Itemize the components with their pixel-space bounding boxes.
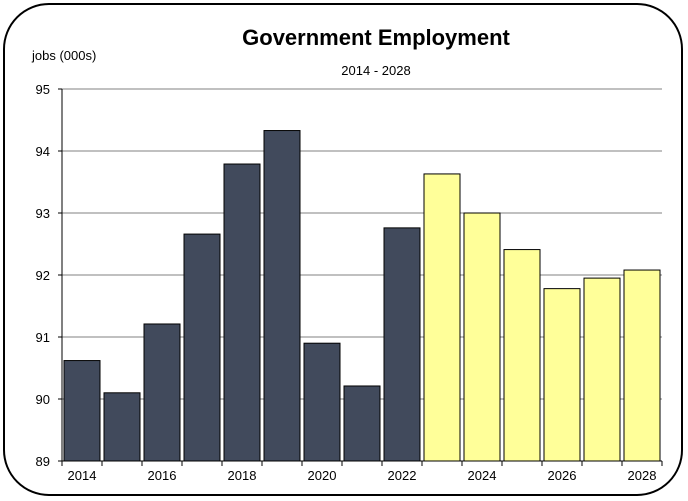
y-tick-label: 91	[36, 330, 50, 345]
y-tick-label: 92	[36, 268, 50, 283]
y-tick-labels: 89 90 91 92 93 94 95	[36, 82, 50, 469]
chart-subtitle: 2014 - 2028	[341, 63, 410, 78]
x-tick-label: 2014	[68, 468, 97, 483]
bar-2024	[463, 212, 501, 462]
y-axis-label: jobs (000s)	[31, 48, 96, 63]
bar-2025	[503, 249, 541, 462]
x-tick-label: 2028	[628, 468, 657, 483]
y-tick-label: 95	[36, 82, 50, 97]
x-tick-label: 2022	[388, 468, 417, 483]
x-tick-label: 2018	[228, 468, 257, 483]
bar-2014	[63, 360, 101, 462]
bar-2022	[383, 227, 421, 462]
bar-2020	[303, 342, 341, 462]
axes	[58, 88, 663, 466]
chart-title: Government Employment	[242, 25, 510, 50]
bar-2018	[223, 163, 261, 462]
y-tick-label: 94	[36, 144, 50, 159]
x-tick-label: 2020	[308, 468, 337, 483]
bar-2015	[103, 392, 141, 462]
bar-2017	[183, 233, 221, 462]
x-tick-labels: 2014 2016 2018 2020 2022 2024 2026 2028	[68, 468, 657, 483]
bar-2023	[423, 173, 461, 462]
bar-2026	[543, 288, 581, 462]
x-tick-label: 2026	[548, 468, 577, 483]
y-tick-label: 93	[36, 206, 50, 221]
bar-2027	[583, 277, 621, 462]
bar-2019	[263, 130, 301, 462]
bar-2016	[143, 323, 181, 462]
bar-2028	[623, 269, 661, 462]
y-tick-label: 90	[36, 392, 50, 407]
bar-2021	[343, 385, 381, 462]
x-tick-label: 2016	[148, 468, 177, 483]
y-tick-label: 89	[36, 454, 50, 469]
bars	[63, 130, 661, 462]
x-tick-label: 2024	[468, 468, 497, 483]
